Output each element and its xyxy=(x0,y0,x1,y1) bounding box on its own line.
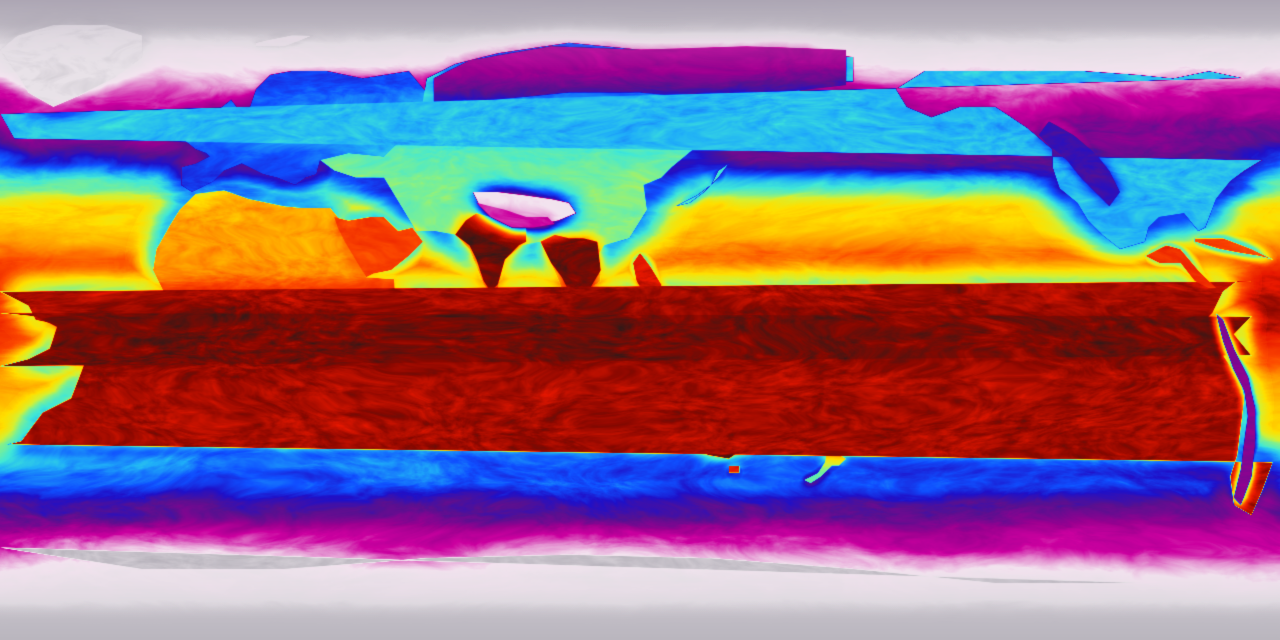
map-overlay-labels xyxy=(0,0,1280,640)
temperature-heatmap-canvas xyxy=(0,0,1280,640)
global-temperature-map-viewport xyxy=(0,0,1280,640)
